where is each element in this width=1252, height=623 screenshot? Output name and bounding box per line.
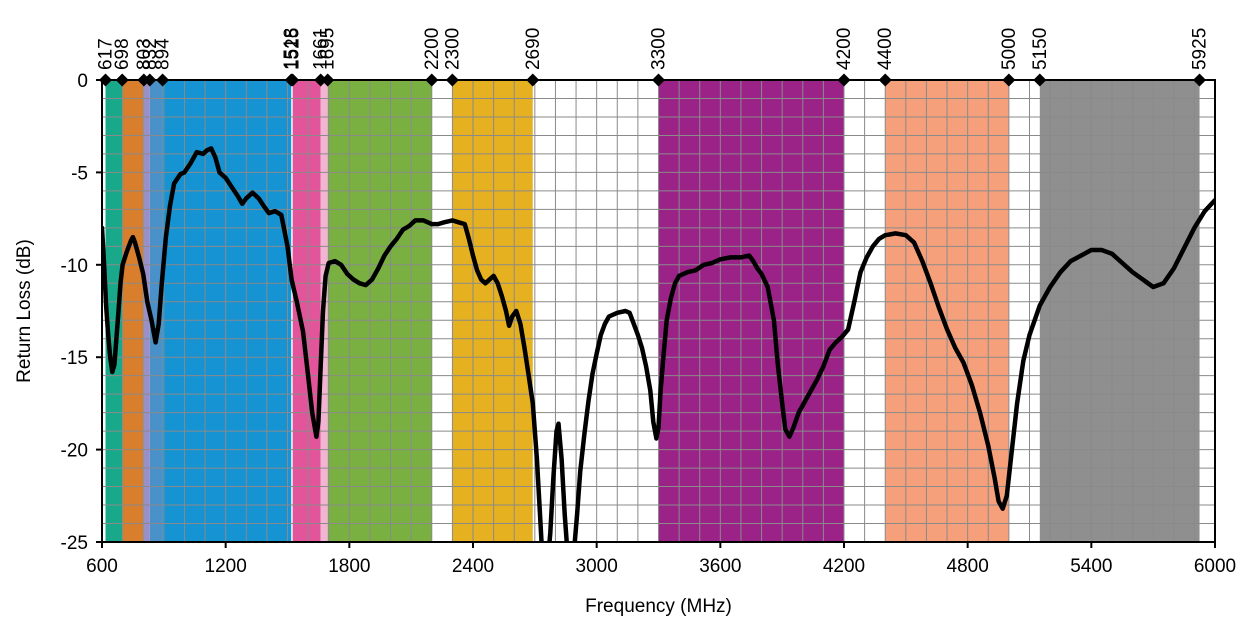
band-edge-label: 5925: [1190, 28, 1211, 70]
band-edge-label: 1695: [318, 28, 339, 70]
x-tick-label: 4800: [947, 556, 989, 577]
band-803-832: [143, 80, 150, 542]
y-tick-label: -15: [61, 348, 88, 369]
x-tick-label: 5400: [1070, 556, 1112, 577]
y-tick-label: -20: [61, 441, 88, 462]
x-tick-label: 600: [86, 556, 118, 577]
band-edge-marker: [1002, 73, 1016, 87]
band-edge-marker: [286, 73, 300, 87]
x-tick-label: 2400: [452, 556, 494, 577]
y-tick-label: -25: [61, 533, 88, 554]
band-edge-label: 5000: [999, 28, 1020, 70]
y-tick-label: -5: [71, 163, 88, 184]
band-edge-label: 2690: [523, 28, 544, 70]
y-axis-title: Return Loss (dB): [14, 239, 35, 383]
band-edge-marker: [99, 73, 113, 87]
band-894-1518: [162, 80, 292, 542]
x-tick-labels: 600 1200 1800 2400 3000 3600 4200 4800 5400 6000: [86, 556, 1236, 577]
y-tick-label: 0: [77, 71, 88, 92]
band-617-698: [105, 80, 123, 542]
band-edge-label: 698: [112, 38, 133, 70]
frequency-bands: [105, 80, 1200, 542]
y-tick-label: -10: [61, 256, 88, 277]
band-edge-marker: [115, 73, 129, 87]
x-tick-label: 1800: [328, 556, 370, 577]
band-edge-label: 3300: [649, 28, 670, 70]
axis-ticks: [96, 79, 1216, 548]
band-5150-5925: [1039, 80, 1200, 542]
band-edge-label: 5150: [1030, 28, 1051, 70]
band-edge-marker: [526, 73, 540, 87]
band-2300-2690: [452, 80, 533, 542]
band-698-803: [122, 80, 144, 542]
grid-lines: [102, 80, 1215, 542]
band-edge-label: 894: [153, 38, 174, 70]
x-tick-label: 4200: [823, 556, 865, 577]
band-edge-label: 2300: [442, 28, 463, 70]
y-tick-labels: 0 -5 -10 -15 -20 -25: [61, 71, 88, 554]
band-edge-marker: [314, 73, 328, 87]
band-edge-label: 4200: [834, 28, 855, 70]
band-edge-label: 803: [134, 38, 155, 70]
x-tick-label: 6000: [1194, 556, 1236, 577]
band-edge-marker: [321, 73, 335, 87]
band-edge-label: 4400: [875, 28, 896, 70]
x-tick-label: 3600: [699, 556, 741, 577]
x-axis-title: Frequency (MHz): [585, 596, 732, 617]
band-edge-label: 1518: [281, 28, 302, 70]
band-edge-label: 1525: [283, 28, 304, 70]
band-edge-label: 1661: [311, 28, 332, 70]
band-edge-label: 832: [140, 38, 161, 70]
band-edge-marker: [445, 73, 459, 87]
x-tick-label: 1200: [205, 556, 247, 577]
band-edge-marker: [425, 73, 439, 87]
band-832-894: [149, 80, 163, 542]
band-edge-marker: [156, 73, 170, 87]
band-edge-label: 617: [96, 38, 117, 70]
band-edge-label: 2200: [422, 28, 443, 70]
band-edge-marker: [1033, 73, 1047, 87]
band-edge-marker: [878, 73, 892, 87]
x-tick-label: 3000: [576, 556, 618, 577]
band-1695-2200: [327, 80, 432, 542]
band-3300-4200: [658, 80, 844, 542]
band-edge-marker: [837, 73, 851, 87]
band-edge-marker: [1193, 73, 1207, 87]
series-line-0: [102, 146, 1215, 542]
band-edge-marker: [143, 73, 157, 87]
band-edge-marker: [652, 73, 665, 87]
return-loss-series: [102, 146, 1215, 542]
band-edge-markers: [99, 73, 1207, 87]
